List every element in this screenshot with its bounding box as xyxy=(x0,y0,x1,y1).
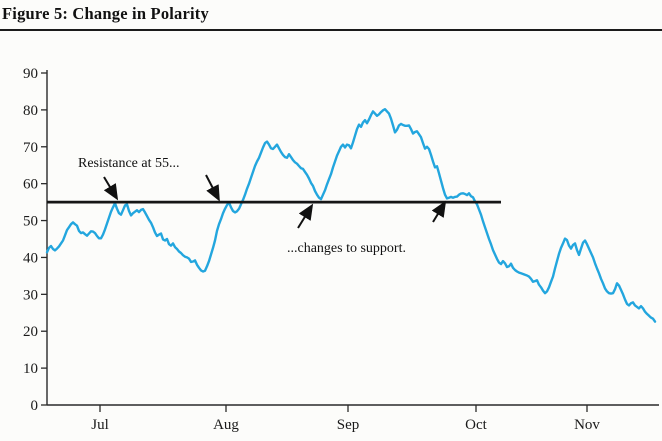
x-tick-label: Oct xyxy=(465,417,487,433)
x-tick-label: Sep xyxy=(337,417,360,433)
y-tick-label: 40 xyxy=(23,250,38,266)
y-tick-label: 0 xyxy=(31,398,39,414)
figure-title: Figure 5: Change in Polarity xyxy=(2,4,209,23)
price-line xyxy=(45,107,657,323)
y-tick-label: 80 xyxy=(23,103,38,119)
x-tick-label: Nov xyxy=(574,417,600,433)
support-label: ...changes to support. xyxy=(287,241,406,256)
annotation-arrow xyxy=(205,174,220,202)
y-tick-label: 50 xyxy=(23,214,38,230)
y-tick-label: 10 xyxy=(23,361,38,377)
y-tick-label: 70 xyxy=(23,140,38,156)
annotation-arrow xyxy=(297,203,314,229)
y-tick-label: 20 xyxy=(23,324,38,340)
resistance-label: Resistance at 55... xyxy=(78,156,179,171)
y-tick-label: 30 xyxy=(23,287,38,303)
y-tick-label: 90 xyxy=(23,66,38,82)
x-tick-label: Aug xyxy=(213,417,239,433)
annotation-arrow xyxy=(103,176,119,201)
y-tick-label: 60 xyxy=(23,177,38,193)
x-tick-label: Jul xyxy=(91,417,109,433)
figure-header: Figure 5: Change in Polarity xyxy=(0,0,662,31)
annotation-arrow xyxy=(431,200,447,223)
